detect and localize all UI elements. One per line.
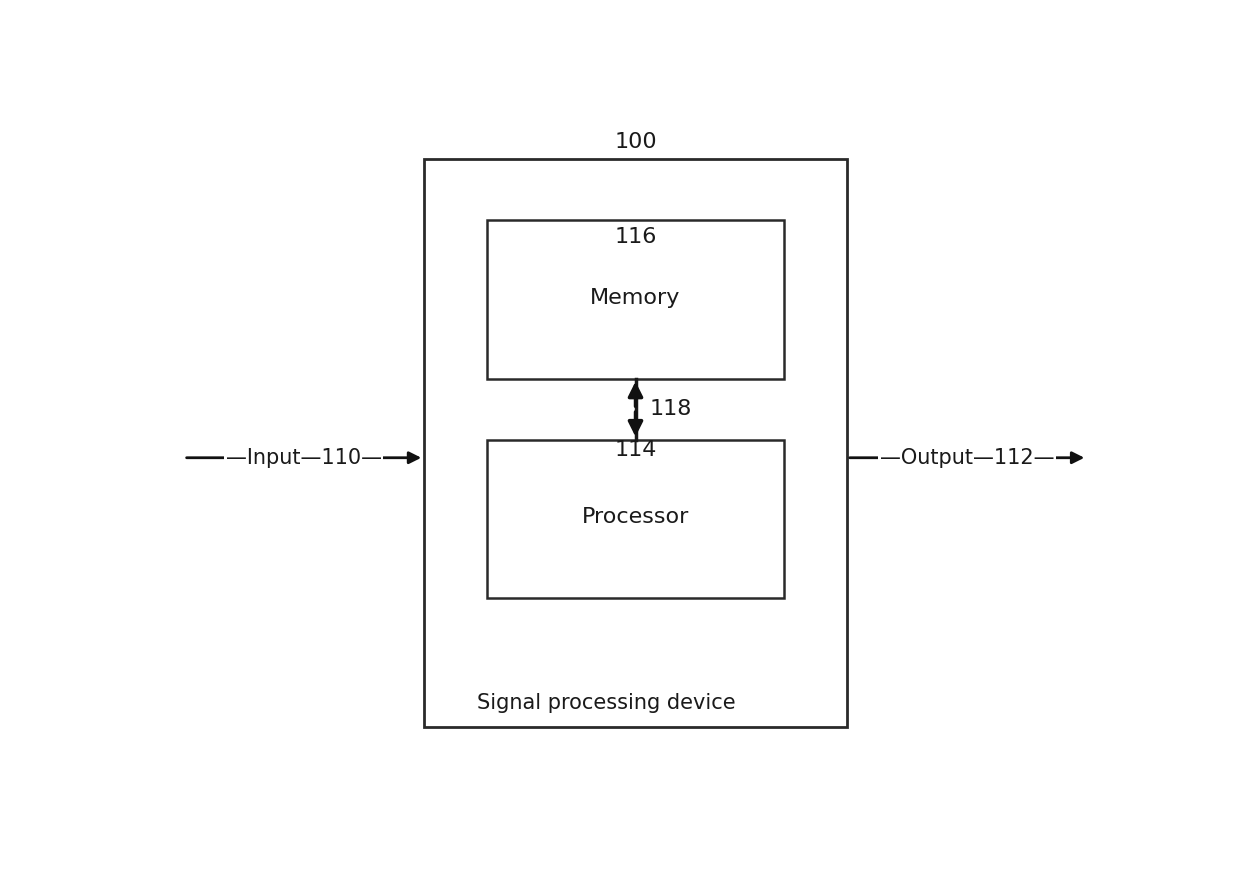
Bar: [486, 220, 785, 379]
Text: 118: 118: [650, 399, 692, 419]
Text: Processor: Processor: [582, 507, 689, 527]
Text: 116: 116: [614, 227, 657, 247]
Text: —Output—112—: —Output—112—: [880, 448, 1054, 467]
Text: Signal processing device: Signal processing device: [477, 693, 735, 713]
Bar: [486, 439, 785, 598]
Text: 114: 114: [614, 439, 657, 460]
Text: —Input—110—: —Input—110—: [226, 448, 382, 467]
Text: Memory: Memory: [590, 288, 681, 308]
Bar: [424, 160, 847, 726]
Text: 100: 100: [614, 132, 657, 153]
